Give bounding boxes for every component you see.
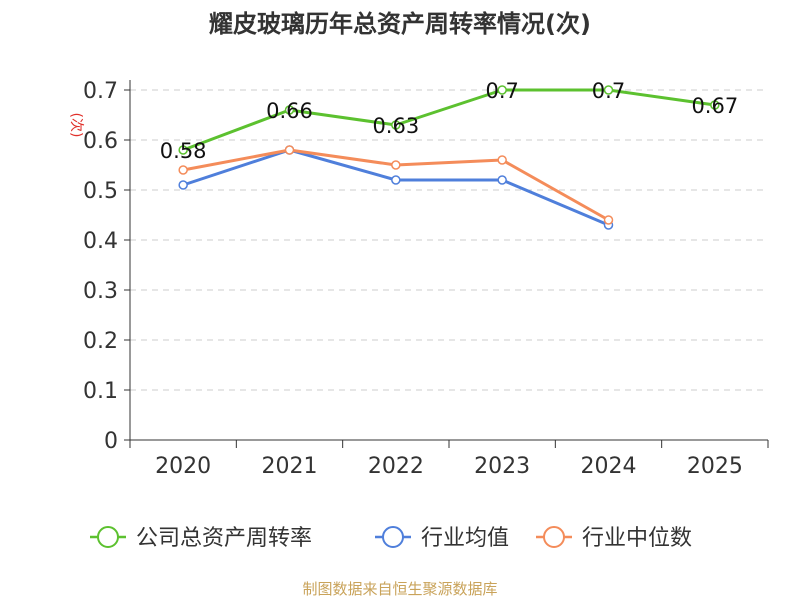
y-tick-label: 0.5: [83, 179, 118, 204]
data-point[interactable]: [497, 155, 507, 165]
data-point[interactable]: [603, 215, 614, 225]
legend-marker: [382, 526, 404, 548]
y-tick-label: 0: [104, 429, 118, 454]
data-label: 0.58: [160, 139, 207, 163]
data-point[interactable]: [710, 100, 720, 110]
series-lines: [178, 85, 720, 230]
y-axis-label: (次): [68, 113, 84, 138]
data-point[interactable]: [603, 85, 614, 95]
data-label: 0.66: [266, 99, 313, 123]
series-0: [178, 85, 720, 155]
axes: 0 0.1 0.2 0.3 0.4 0.5 0.6 0.7 (次) 2020 2021 2022 202…: [68, 79, 769, 479]
legend-marker: [97, 526, 119, 548]
x-tick-label: 2021: [262, 454, 318, 479]
x-tick-label: 2024: [581, 454, 637, 479]
y-tick-label: 0.4: [83, 229, 118, 254]
x-tick-label: 2020: [155, 454, 211, 479]
x-tick-label: 2022: [368, 454, 424, 479]
legend-item-0[interactable]: 公司总资产周转率: [90, 526, 312, 551]
legend-marker: [543, 526, 565, 548]
y-tick-label: 0.6: [83, 129, 118, 154]
y-tick-label: 0.1: [83, 379, 118, 404]
data-labels: 0.58 0.66 0.63 0.7 0.7 0.67: [160, 79, 738, 163]
data-point[interactable]: [284, 145, 295, 155]
data-label: 0.63: [372, 114, 419, 138]
y-tick-label: 0.7: [83, 79, 118, 104]
data-point[interactable]: [391, 160, 401, 170]
data-label: 0.67: [691, 94, 738, 118]
series-line: [182, 88, 716, 152]
chart-title: 耀皮玻璃历年总资产周转率情况(次): [209, 10, 591, 38]
y-tick-label: 0.3: [83, 279, 118, 304]
data-point[interactable]: [178, 180, 188, 190]
x-tick-label: 2025: [687, 454, 743, 479]
source-note: 制图数据来自恒生聚源数据库: [302, 580, 497, 598]
data-point[interactable]: [391, 175, 401, 185]
x-tick-label: 2023: [474, 454, 530, 479]
legend-label: 公司总资产周转率: [136, 526, 312, 551]
legend-item-2[interactable]: 行业中位数: [536, 526, 692, 551]
legend[interactable]: 公司总资产周转率 行业均值 行业中位数: [90, 526, 692, 551]
y-tick-label: 0.2: [83, 329, 118, 354]
data-point[interactable]: [178, 165, 188, 175]
data-label: 0.7: [592, 79, 625, 103]
series-2: [178, 145, 614, 225]
legend-label: 行业均值: [421, 526, 509, 551]
legend-item-1[interactable]: 行业均值: [375, 526, 509, 551]
data-point[interactable]: [391, 120, 401, 130]
data-point[interactable]: [178, 145, 188, 155]
gridlines: [130, 89, 768, 391]
data-point[interactable]: [497, 175, 507, 185]
data-point[interactable]: [284, 105, 295, 115]
data-label: 0.7: [485, 79, 518, 103]
legend-label: 行业中位数: [582, 526, 692, 551]
data-point[interactable]: [497, 85, 507, 95]
